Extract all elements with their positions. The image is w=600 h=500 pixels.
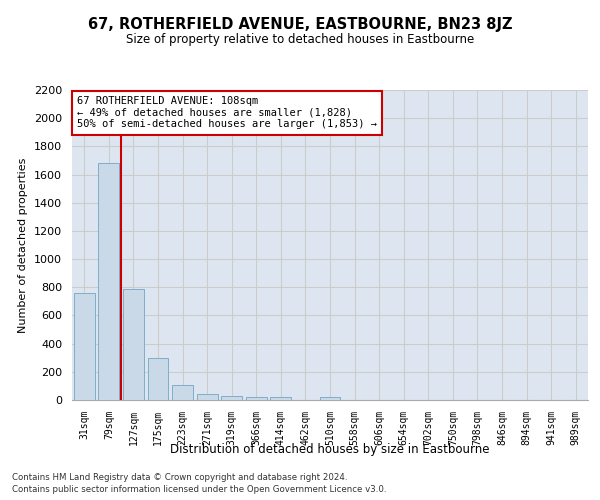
- Text: 67 ROTHERFIELD AVENUE: 108sqm
← 49% of detached houses are smaller (1,828)
50% o: 67 ROTHERFIELD AVENUE: 108sqm ← 49% of d…: [77, 96, 377, 130]
- Bar: [221, 396, 242, 400]
- Bar: [148, 358, 169, 400]
- Text: Contains HM Land Registry data © Crown copyright and database right 2024.: Contains HM Land Registry data © Crown c…: [12, 472, 347, 482]
- Bar: [271, 397, 292, 400]
- Text: Contains public sector information licensed under the Open Government Licence v3: Contains public sector information licen…: [12, 485, 386, 494]
- Bar: [172, 384, 193, 400]
- Bar: [74, 293, 95, 400]
- Bar: [123, 288, 144, 400]
- Bar: [98, 164, 119, 400]
- Bar: [197, 394, 218, 400]
- Y-axis label: Number of detached properties: Number of detached properties: [19, 158, 28, 332]
- Bar: [246, 397, 267, 400]
- Text: Distribution of detached houses by size in Eastbourne: Distribution of detached houses by size …: [170, 442, 490, 456]
- Text: Size of property relative to detached houses in Eastbourne: Size of property relative to detached ho…: [126, 32, 474, 46]
- Text: 67, ROTHERFIELD AVENUE, EASTBOURNE, BN23 8JZ: 67, ROTHERFIELD AVENUE, EASTBOURNE, BN23…: [88, 18, 512, 32]
- Bar: [320, 397, 340, 400]
